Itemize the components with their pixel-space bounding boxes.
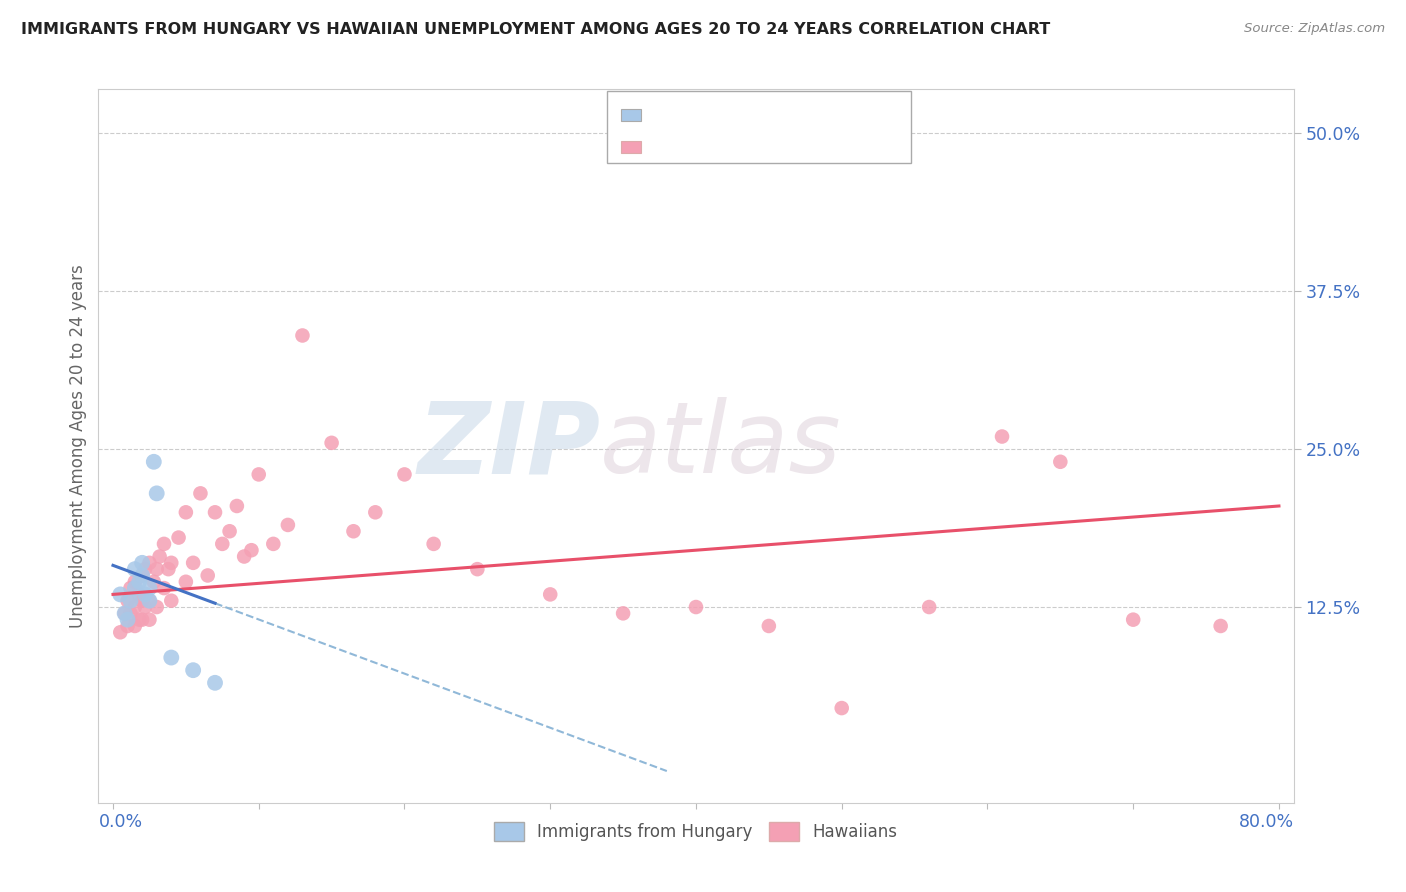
Point <box>364 505 387 519</box>
Point <box>131 593 153 607</box>
Point <box>114 607 136 621</box>
Point <box>1049 455 1071 469</box>
Point <box>128 613 150 627</box>
Point <box>134 600 156 615</box>
Point <box>190 486 212 500</box>
Point <box>247 467 270 482</box>
Point <box>991 429 1014 443</box>
Point <box>138 593 160 607</box>
Point <box>120 607 142 621</box>
Text: N =: N = <box>751 106 787 120</box>
Point <box>211 537 233 551</box>
Point <box>153 581 176 595</box>
Point <box>262 537 284 551</box>
Point <box>153 537 176 551</box>
Text: R =: R = <box>650 138 685 153</box>
Text: R =: R = <box>650 106 685 120</box>
Point <box>160 650 183 665</box>
Point <box>117 613 139 627</box>
Point <box>131 556 153 570</box>
Point <box>110 625 132 640</box>
Point <box>124 619 146 633</box>
Point <box>138 613 160 627</box>
Point <box>197 568 219 582</box>
Point <box>291 328 314 343</box>
Point <box>134 562 156 576</box>
Point <box>131 568 153 582</box>
Point <box>1209 619 1232 633</box>
Point <box>124 562 146 576</box>
Point <box>277 517 299 532</box>
Legend: Immigrants from Hungary, Hawaiians: Immigrants from Hungary, Hawaiians <box>488 815 904 848</box>
Point <box>233 549 256 564</box>
Point <box>138 593 160 607</box>
Point <box>174 505 197 519</box>
Point <box>1122 613 1144 627</box>
Text: 0.127: 0.127 <box>681 138 731 153</box>
Point <box>467 562 489 576</box>
Point <box>831 701 853 715</box>
Point <box>149 549 172 564</box>
Point <box>918 600 941 615</box>
Point <box>117 619 139 633</box>
Point <box>138 556 160 570</box>
Point <box>181 556 204 570</box>
Point <box>142 574 165 589</box>
Point <box>240 543 263 558</box>
Point <box>145 486 167 500</box>
Text: 0.0%: 0.0% <box>98 813 142 831</box>
Text: IMMIGRANTS FROM HUNGARY VS HAWAIIAN UNEMPLOYMENT AMONG AGES 20 TO 24 YEARS CORRE: IMMIGRANTS FROM HUNGARY VS HAWAIIAN UNEM… <box>21 22 1050 37</box>
Point <box>114 607 136 621</box>
Point <box>204 505 226 519</box>
Point <box>124 600 146 615</box>
Point <box>321 435 343 450</box>
Point <box>145 600 167 615</box>
Text: Source: ZipAtlas.com: Source: ZipAtlas.com <box>1244 22 1385 36</box>
Point <box>131 568 153 582</box>
Text: 80.0%: 80.0% <box>1239 813 1294 831</box>
Point <box>218 524 240 539</box>
Point <box>758 619 780 633</box>
Point <box>685 600 707 615</box>
Point <box>342 524 364 539</box>
Y-axis label: Unemployment Among Ages 20 to 24 years: Unemployment Among Ages 20 to 24 years <box>69 264 87 628</box>
Point <box>128 587 150 601</box>
Text: N =: N = <box>751 138 787 153</box>
Point <box>204 675 226 690</box>
Point <box>124 581 146 595</box>
Point <box>225 499 247 513</box>
Point <box>157 562 180 576</box>
Point <box>167 531 190 545</box>
Text: atlas: atlas <box>600 398 842 494</box>
Text: 17: 17 <box>782 106 804 120</box>
Point <box>134 587 156 601</box>
Point <box>110 587 132 601</box>
Point <box>538 587 561 601</box>
Point <box>138 581 160 595</box>
Point <box>612 607 634 621</box>
Text: -0.170: -0.170 <box>681 106 738 120</box>
Point <box>120 593 142 607</box>
Point <box>145 562 167 576</box>
Point <box>142 455 165 469</box>
Text: 60: 60 <box>782 138 804 153</box>
Point <box>160 556 183 570</box>
Point <box>128 574 150 589</box>
Point <box>174 574 197 589</box>
Point <box>394 467 416 482</box>
Point <box>131 613 153 627</box>
Point <box>422 537 444 551</box>
Point <box>124 574 146 589</box>
Point <box>120 581 142 595</box>
Text: ZIP: ZIP <box>418 398 600 494</box>
Point <box>117 593 139 607</box>
Point <box>181 663 204 677</box>
Point <box>160 593 183 607</box>
